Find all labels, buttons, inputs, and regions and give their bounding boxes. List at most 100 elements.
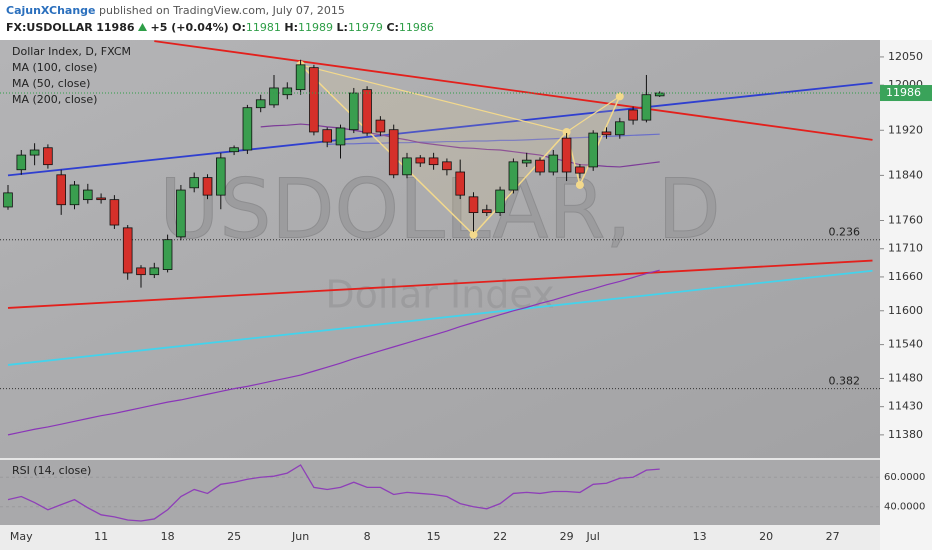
price-axis bbox=[880, 40, 932, 550]
candle-body bbox=[388, 129, 399, 176]
candle-body bbox=[255, 99, 266, 109]
candle-body bbox=[242, 107, 253, 151]
candle-body bbox=[83, 189, 93, 201]
ohlc-label: C: bbox=[386, 21, 399, 34]
candle-body bbox=[269, 87, 279, 106]
candle-body bbox=[495, 189, 505, 214]
ohlc-value: 11989 bbox=[298, 21, 334, 34]
candle-body bbox=[149, 267, 160, 276]
chart-title: Dollar Index, D, FXCM bbox=[12, 45, 131, 58]
author: CajunXChange bbox=[6, 4, 96, 17]
candle-body bbox=[29, 149, 40, 156]
x-tick-label: 22 bbox=[493, 530, 507, 543]
candle-body bbox=[309, 67, 319, 133]
candle-body bbox=[176, 189, 186, 238]
symbol: FX:USDOLLAR bbox=[6, 21, 93, 34]
candle-body bbox=[654, 92, 665, 97]
y-tick-label: 11600 bbox=[888, 304, 923, 317]
candle-body bbox=[455, 171, 465, 196]
candle-body bbox=[349, 92, 359, 131]
y-tick-label: 11380 bbox=[888, 428, 923, 441]
quote-line: FX:USDOLLAR 11986 +5 (+0.04%) O:11981 H:… bbox=[6, 19, 434, 36]
up-arrow bbox=[138, 23, 148, 31]
x-tick-label: Jun bbox=[291, 530, 309, 543]
legend-entry: MA (200, close) bbox=[12, 93, 97, 106]
candle-body bbox=[229, 147, 239, 153]
ohlc-label: L: bbox=[336, 21, 348, 34]
candle-body bbox=[428, 157, 439, 166]
ohlc-value: 11986 bbox=[398, 21, 434, 34]
x-tick-label: 18 bbox=[161, 530, 175, 543]
x-tick-label: 15 bbox=[427, 530, 441, 543]
candle-body bbox=[282, 87, 293, 96]
y-tick-label: 11430 bbox=[888, 400, 923, 413]
candle-body bbox=[322, 129, 332, 143]
candle-body bbox=[508, 161, 519, 191]
candle-body bbox=[561, 137, 572, 173]
candle-body bbox=[295, 64, 306, 91]
trendline bbox=[7, 269, 873, 366]
candle-body bbox=[136, 267, 146, 276]
rsi-line bbox=[7, 464, 660, 522]
x-tick-label: 25 bbox=[227, 530, 241, 543]
legend-entry: MA (50, close) bbox=[12, 77, 90, 90]
y-tick-label: 11480 bbox=[888, 371, 923, 384]
y-tick-label: 11760 bbox=[888, 214, 923, 227]
change: +5 (+0.04%) bbox=[150, 21, 229, 34]
pattern-point bbox=[469, 230, 478, 239]
y-tick-label: 11920 bbox=[888, 123, 923, 136]
x-tick-label: 8 bbox=[364, 530, 371, 543]
ma-line bbox=[7, 269, 660, 436]
candle-body bbox=[335, 127, 346, 146]
price-pane bbox=[0, 40, 880, 458]
plot: 0.236 0.382 bbox=[0, 40, 880, 436]
candle-body bbox=[628, 109, 638, 121]
ohlc-value: 11981 bbox=[245, 21, 281, 34]
candle-body bbox=[402, 157, 412, 176]
pattern-point bbox=[562, 127, 571, 136]
trendline bbox=[154, 40, 873, 141]
watermark: USDOLLAR, D bbox=[159, 162, 720, 257]
candle-body bbox=[601, 131, 612, 136]
pattern-point bbox=[615, 92, 624, 101]
candle-body bbox=[96, 197, 106, 201]
y-tick-label: 11710 bbox=[888, 242, 923, 255]
candle-body bbox=[69, 184, 80, 206]
header-line: CajunXChange published on TradingView.co… bbox=[6, 2, 434, 19]
time-axis bbox=[0, 525, 880, 550]
rsi-tick-label: 60.0000 bbox=[884, 472, 925, 483]
candle-body bbox=[109, 199, 120, 226]
candle-body bbox=[521, 159, 532, 164]
ohlc-value: 11979 bbox=[347, 21, 383, 34]
last-price-box bbox=[880, 85, 932, 102]
rsi-title: RSI (14, close) bbox=[12, 464, 91, 477]
candle-body bbox=[641, 94, 652, 121]
ohlc-label: H: bbox=[284, 21, 299, 34]
candle-body bbox=[548, 154, 559, 173]
published: published on TradingView.com, July 07, 2… bbox=[99, 4, 345, 17]
rsi-plot bbox=[0, 464, 880, 522]
fib-label: 0.236 bbox=[829, 226, 861, 239]
candle-body bbox=[615, 121, 625, 136]
last-price-label: 11986 bbox=[886, 86, 921, 99]
candle-body bbox=[16, 154, 27, 171]
trendline bbox=[7, 81, 873, 177]
axes: 1205012000119201184011760117101166011600… bbox=[10, 50, 932, 543]
x-tick-label: 20 bbox=[759, 530, 773, 543]
candle-body bbox=[122, 227, 133, 274]
candle-body bbox=[162, 239, 173, 270]
ohlc-label: O: bbox=[232, 21, 246, 34]
x-tick-label: Jul bbox=[586, 530, 600, 543]
candle-body bbox=[3, 192, 13, 208]
y-tick-label: 11840 bbox=[888, 168, 923, 181]
x-tick-label: 13 bbox=[693, 530, 707, 543]
candle-body bbox=[442, 161, 452, 171]
candle-body bbox=[189, 177, 199, 189]
trendline bbox=[7, 259, 873, 309]
candle-body bbox=[415, 157, 426, 164]
candle-body bbox=[482, 209, 492, 214]
y-tick-label: 11660 bbox=[888, 270, 923, 283]
rsi-pane bbox=[0, 460, 880, 525]
